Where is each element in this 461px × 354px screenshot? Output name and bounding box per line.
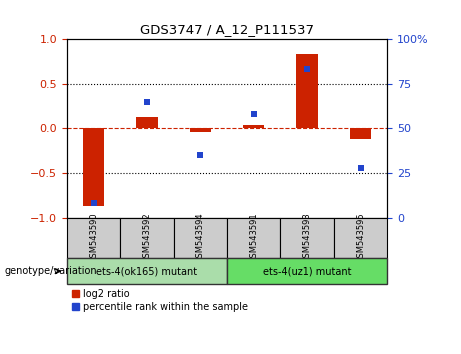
- Text: GSM543591: GSM543591: [249, 213, 258, 263]
- Text: GSM543590: GSM543590: [89, 213, 98, 263]
- Text: GSM543592: GSM543592: [142, 213, 152, 263]
- Bar: [227, 258, 387, 284]
- Text: GSM543595: GSM543595: [356, 213, 365, 263]
- Bar: [189, 129, 211, 132]
- Bar: [136, 117, 158, 129]
- Bar: [67, 218, 120, 258]
- Bar: [174, 218, 227, 258]
- Bar: [350, 129, 371, 139]
- Legend: log2 ratio, percentile rank within the sample: log2 ratio, percentile rank within the s…: [72, 289, 248, 312]
- Text: ets-4(uz1) mutant: ets-4(uz1) mutant: [263, 266, 351, 276]
- Bar: [120, 218, 174, 258]
- Title: GDS3747 / A_12_P111537: GDS3747 / A_12_P111537: [140, 23, 314, 36]
- Bar: [296, 54, 318, 129]
- Text: GSM543593: GSM543593: [302, 213, 312, 263]
- Bar: [83, 129, 104, 206]
- Bar: [243, 125, 265, 129]
- Bar: [334, 218, 387, 258]
- Text: ets-4(ok165) mutant: ets-4(ok165) mutant: [96, 266, 197, 276]
- Text: GSM543594: GSM543594: [196, 213, 205, 263]
- Bar: [227, 218, 280, 258]
- Bar: [280, 218, 334, 258]
- Text: genotype/variation: genotype/variation: [5, 266, 97, 276]
- Bar: [67, 258, 227, 284]
